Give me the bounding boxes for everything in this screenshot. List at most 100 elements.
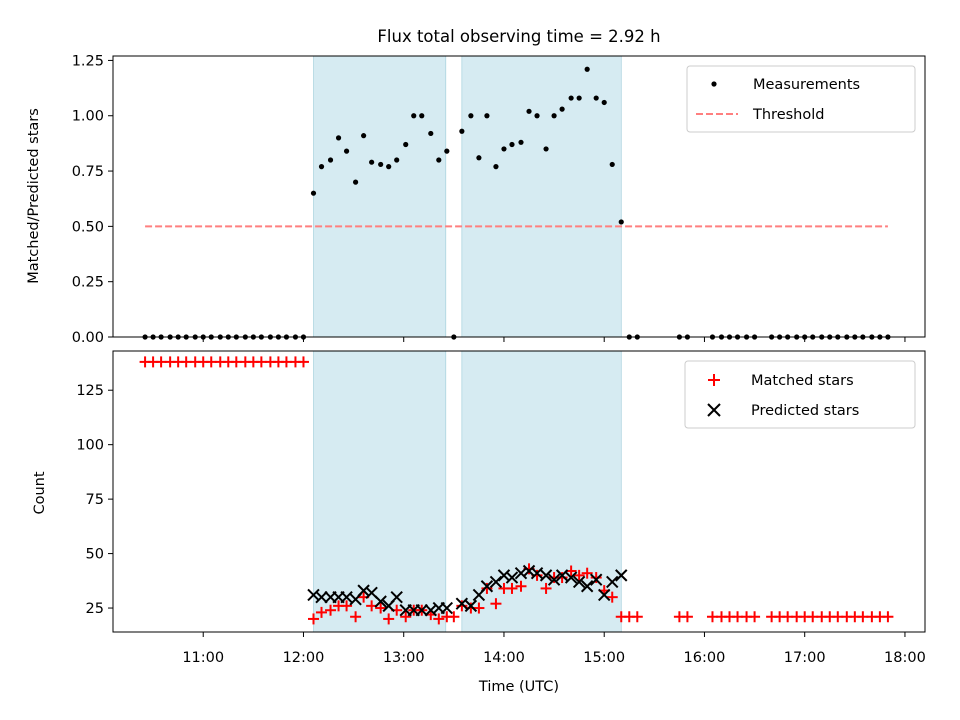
- legend-label-threshold: Threshold: [752, 107, 824, 123]
- predicted-star-point: [489, 575, 503, 589]
- matched-star-point: [490, 598, 502, 610]
- matched-star-point: [631, 611, 643, 623]
- measurement-point: [609, 161, 615, 168]
- measurement-point: [444, 148, 450, 154]
- matched-star-point: [573, 569, 585, 581]
- matched-star-point: [506, 582, 518, 594]
- matched-star-point: [581, 567, 593, 579]
- predicted-star-point: [480, 580, 494, 593]
- measurement-point: [593, 95, 599, 101]
- predicted-star-point: [547, 573, 561, 586]
- measurement-point: [335, 135, 342, 141]
- bottom-y-tick-label: 50: [86, 547, 104, 563]
- measurement-point: [386, 164, 392, 170]
- measurement-point: [459, 128, 465, 134]
- x-axis-label: Time (UTC): [478, 679, 559, 695]
- matched-star-point: [297, 356, 309, 368]
- matched-star-point: [456, 600, 468, 612]
- predicted-star-point: [514, 566, 528, 580]
- measurement-point: [584, 66, 590, 72]
- measurement-point: [618, 219, 624, 225]
- predicted-star-point: [415, 604, 428, 617]
- measurement-point: [428, 130, 434, 137]
- predicted-star-point: [580, 580, 594, 593]
- x-tick-label: 15:00: [583, 650, 625, 666]
- matched-star-point: [681, 611, 693, 623]
- legend-label-matched: Matched stars: [751, 373, 854, 389]
- matched-star-point: [307, 613, 319, 625]
- bottom-y-tick-label: 100: [76, 438, 104, 454]
- measurement-point: [476, 155, 482, 161]
- observing-window-1: [461, 55, 622, 338]
- matched-star-point: [316, 606, 328, 618]
- predicted-star-point: [564, 571, 578, 584]
- measurement-point: [568, 95, 574, 101]
- predicted-star-point: [374, 595, 387, 608]
- predicted-star-point: [539, 569, 553, 582]
- predicted-star-point: [424, 604, 437, 617]
- matched-star-point: [590, 572, 602, 584]
- measurement-point: [543, 146, 549, 152]
- matched-star-point: [341, 600, 353, 612]
- top-y-tick-label: 1.00: [72, 109, 104, 125]
- measurement-point: [343, 148, 350, 154]
- legend-marker-predicted: [707, 403, 721, 417]
- predicted-star-point: [390, 590, 403, 604]
- measurement-point: [361, 133, 367, 139]
- matched-star-point: [448, 611, 460, 623]
- x-tick-label: 12:00: [283, 650, 325, 666]
- predicted-star-point: [598, 588, 611, 602]
- observing-window-0: [313, 55, 447, 338]
- matched-star-point: [375, 602, 387, 614]
- matched-star-point: [481, 582, 493, 594]
- legend-label-measurements: Measurements: [753, 77, 860, 93]
- predicted-star-point: [315, 590, 328, 604]
- top-legend: Measurements Threshold: [686, 65, 916, 133]
- measurement-point: [501, 146, 507, 152]
- x-tick-label: 11:00: [182, 650, 224, 666]
- legend-marker-measurements: [711, 81, 717, 87]
- predicted-star-point: [589, 573, 603, 586]
- measurement-point: [394, 157, 400, 163]
- measurement-point: [318, 164, 325, 170]
- top-y-tick-label: 0.25: [72, 275, 104, 291]
- bottom-panel: 25 50 75 100 125 11:00 12:00 13:00 14:00 15:00 16…: [32, 350, 926, 695]
- measurement-point: [526, 108, 532, 114]
- measurement-point: [411, 113, 417, 119]
- measurement-point: [576, 95, 582, 101]
- predicted-star-point: [555, 569, 569, 582]
- measurement-point: [352, 179, 359, 185]
- top-y-axis-label: Matched/Predicted stars: [26, 108, 42, 284]
- top-y-tick-label: 0.00: [72, 330, 104, 346]
- bottom-axes-frame: [112, 350, 926, 633]
- bottom-y-tick-label: 75: [86, 492, 104, 508]
- top-y-tick-label: 0.50: [72, 219, 104, 235]
- predicted-star-point: [505, 571, 519, 584]
- matched-star-point: [473, 602, 485, 614]
- bottom-y-tick-label: 125: [76, 383, 104, 399]
- predicted-star-point: [440, 601, 454, 615]
- matched-star-point: [749, 611, 761, 623]
- x-tick-label: 17:00: [784, 650, 826, 666]
- predicted-star-point: [530, 566, 544, 580]
- measurement-point: [509, 141, 515, 148]
- predicted-star-point: [606, 575, 619, 589]
- predicted-star-point: [464, 599, 478, 613]
- x-tick-label: 18:00: [884, 650, 926, 666]
- bottom-y-tick-label: 25: [86, 601, 104, 617]
- predicted-star-point: [307, 588, 320, 602]
- matched-star-point: [882, 611, 894, 623]
- legend-label-predicted: Predicted stars: [751, 403, 859, 419]
- measurement-point: [403, 141, 409, 148]
- matched-star-point: [515, 580, 527, 592]
- matched-star-point: [540, 582, 552, 594]
- measurement-point: [534, 113, 540, 119]
- top-y-tick-label: 0.75: [72, 164, 104, 180]
- predicted-star-point: [357, 584, 370, 597]
- matched-star-point: [383, 613, 395, 625]
- measurement-point: [327, 157, 334, 163]
- measurement-point: [493, 164, 499, 170]
- matched-star-point: [325, 604, 337, 616]
- measurement-point: [518, 139, 524, 145]
